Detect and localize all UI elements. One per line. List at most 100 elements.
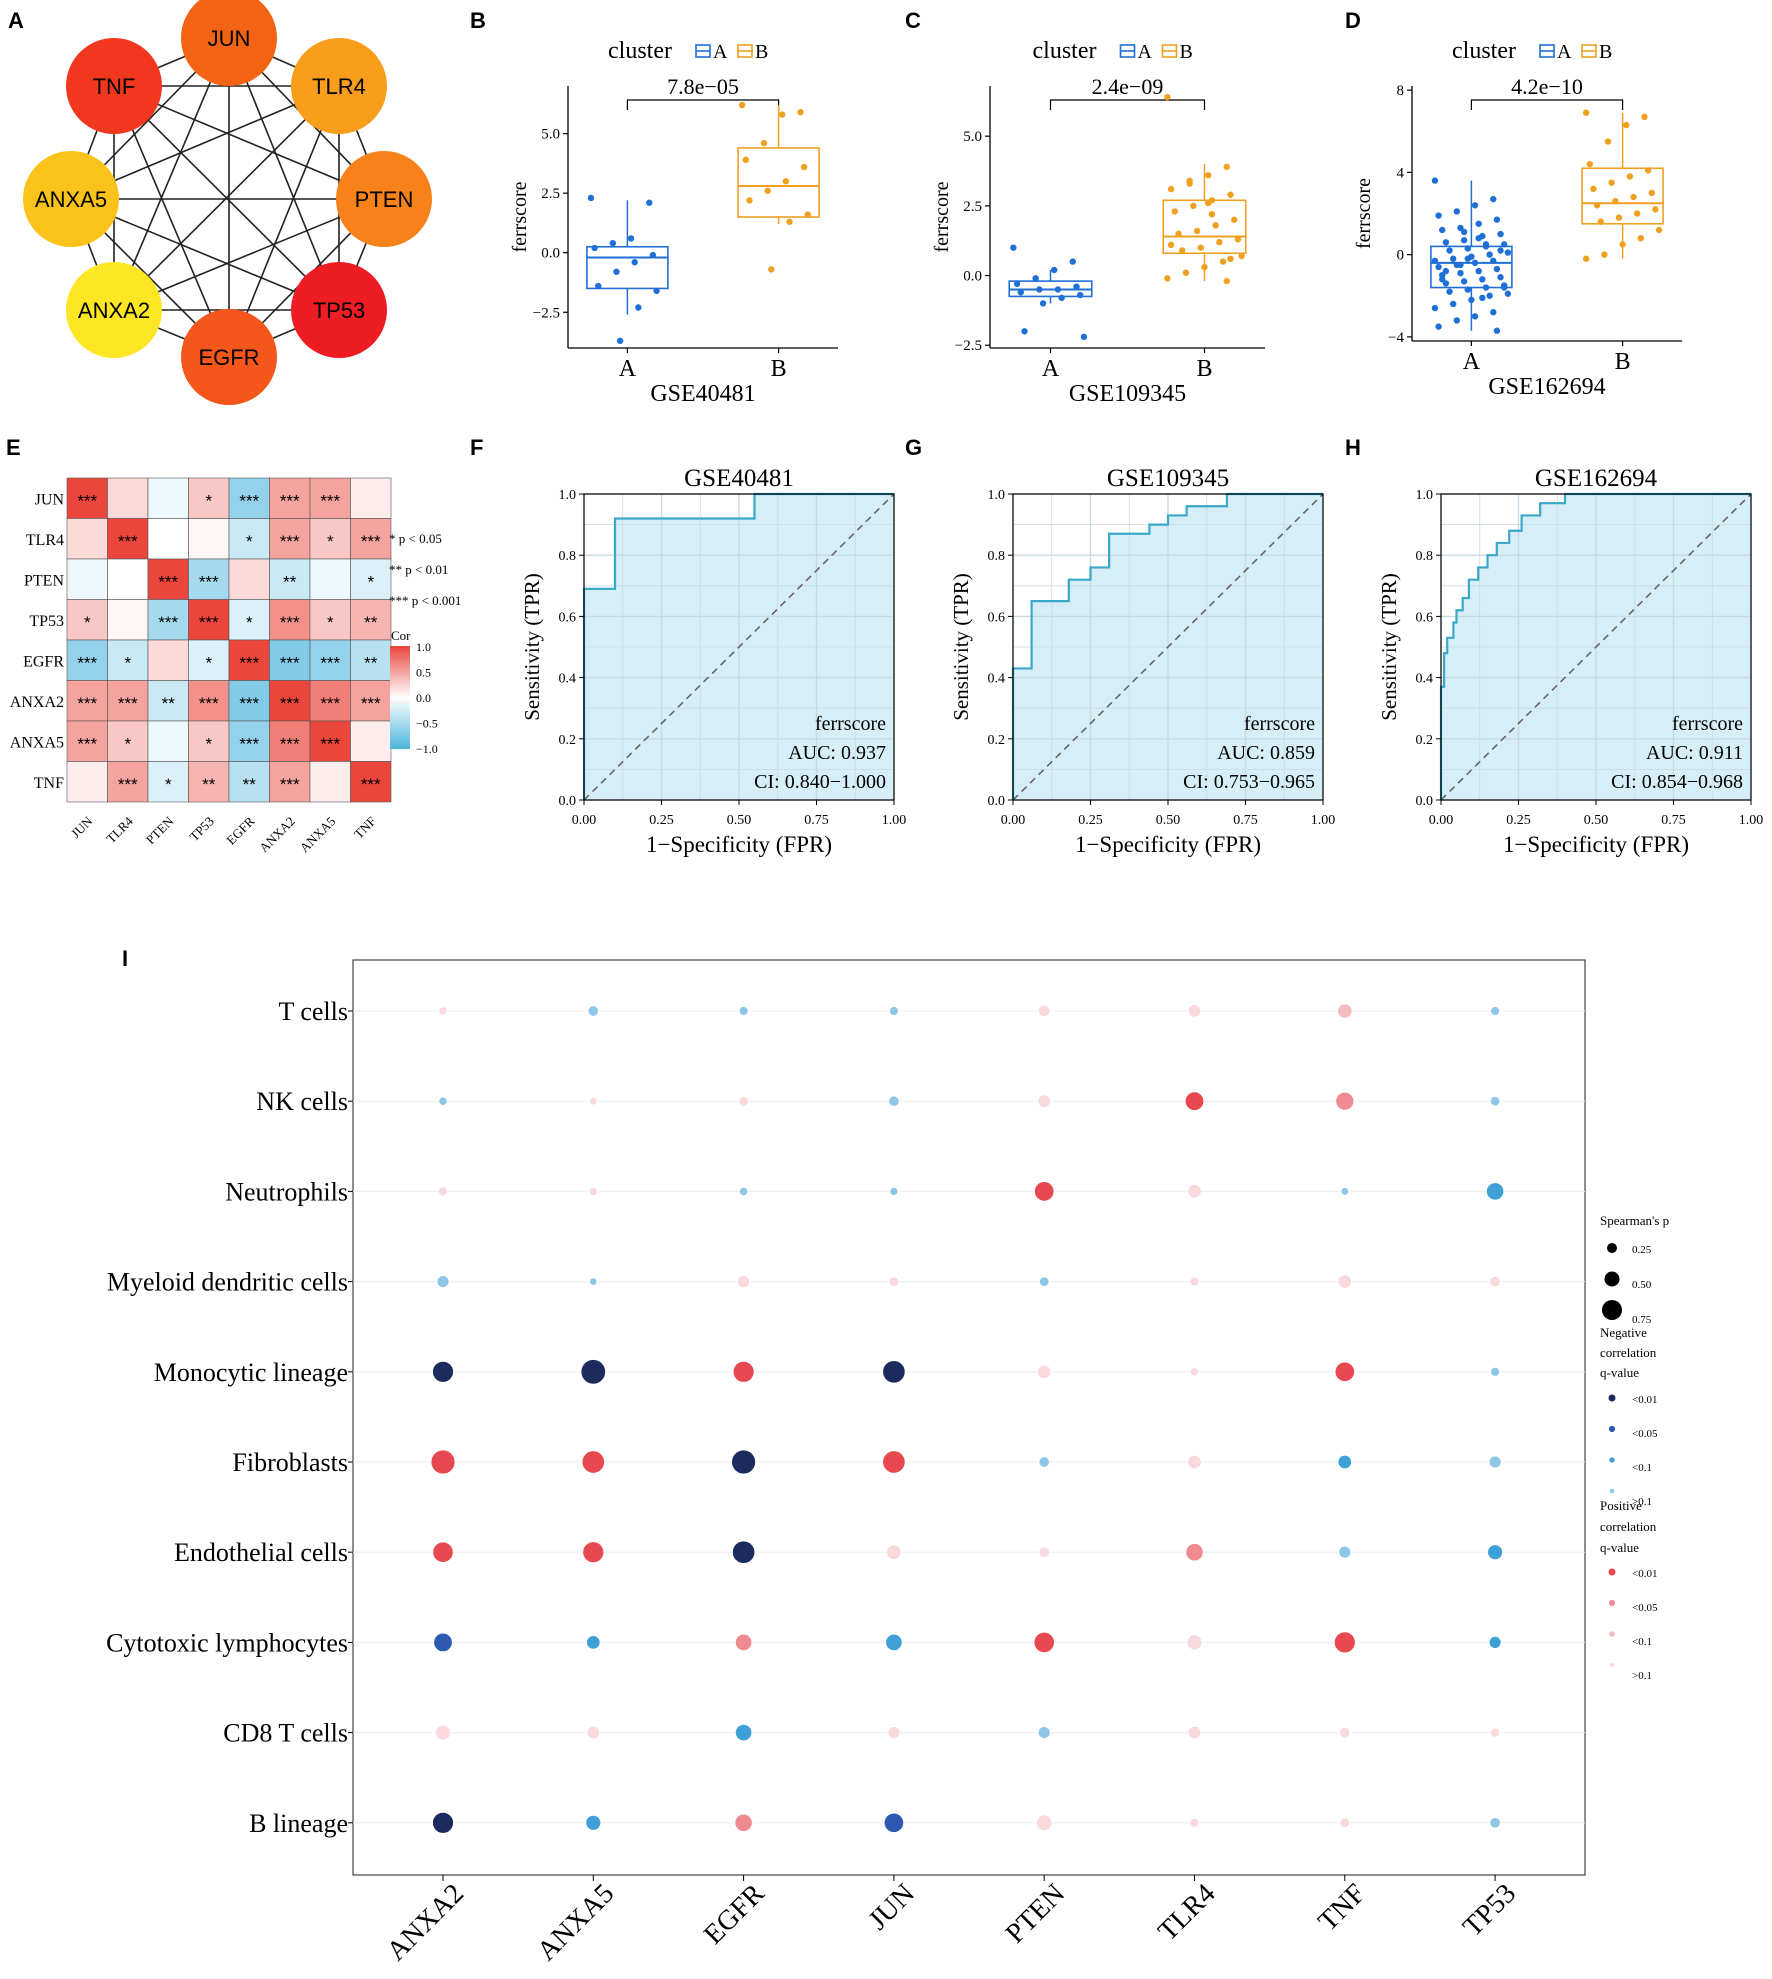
heatmap-cell xyxy=(188,639,230,681)
heatmap-cell xyxy=(66,639,108,681)
heatmap-star: *** xyxy=(361,694,381,713)
bubble-point xyxy=(1038,1004,1051,1018)
box-point xyxy=(1234,236,1242,243)
box-point xyxy=(587,194,595,202)
bubble-point xyxy=(435,1724,451,1741)
x-tick-label: 0.00 xyxy=(1001,813,1026,828)
box-point xyxy=(1193,227,1201,235)
network-edge xyxy=(113,85,230,358)
roc-legend-text: AUC: 0.937 xyxy=(788,742,886,764)
box-point xyxy=(1490,309,1497,316)
heatmap-star: ** xyxy=(162,694,176,713)
bubble-point xyxy=(1486,1182,1505,1201)
heatmap-star: *** xyxy=(361,532,381,551)
box-body xyxy=(737,147,820,218)
legend-size-title: Spearman's p xyxy=(1600,1213,1669,1228)
bubble-row-label: Fibroblasts xyxy=(232,1448,348,1477)
box-point xyxy=(1036,286,1043,293)
bubble-point xyxy=(882,1360,906,1384)
box-point xyxy=(1504,290,1512,297)
heatmap-star: * xyxy=(124,734,131,753)
heatmap-cell xyxy=(188,518,230,560)
box-point xyxy=(1479,294,1486,302)
heatmap-cell xyxy=(350,761,392,803)
bubble-point xyxy=(883,1812,905,1833)
heatmap-star: * xyxy=(367,572,374,591)
heatmap-star: *** xyxy=(118,532,138,551)
heatmap-cell xyxy=(147,639,189,681)
x-axis-title: GSE40481 xyxy=(650,381,755,407)
panel-label-f: F xyxy=(470,435,483,460)
roc-title: GSE109345 xyxy=(1107,465,1229,492)
box-point xyxy=(1475,220,1482,227)
heatmap-star: * xyxy=(246,532,253,551)
box-point xyxy=(1497,274,1504,281)
pvalue-label: 2.4e−09 xyxy=(1092,74,1164,99)
heatmap-star: * xyxy=(124,653,131,672)
box-point xyxy=(1032,275,1039,282)
bubble-col-label: EGFR xyxy=(698,1878,771,1951)
bubble-row-label: Monocytic lineage xyxy=(154,1358,348,1387)
x-tick-label: B xyxy=(1196,356,1212,382)
heatmap-star: *** xyxy=(77,491,97,510)
box-point xyxy=(1457,261,1464,269)
heatmap-col-label: TP53 xyxy=(186,814,217,845)
heatmap-cell xyxy=(269,761,311,803)
bubble-point xyxy=(1187,1184,1202,1199)
x-axis-title: GSE162694 xyxy=(1488,374,1605,400)
heatmap-star: *** xyxy=(77,734,97,753)
box-point xyxy=(1431,257,1439,264)
legend-entry: B xyxy=(755,41,768,63)
box-point xyxy=(768,266,775,273)
heatmap-cell xyxy=(107,720,149,762)
y-tick-label: 0.6 xyxy=(559,610,577,625)
box-point xyxy=(1227,191,1234,198)
panel-i-bubble: T cells NK cells Neutrophils Myeloid dendri… xyxy=(106,959,1669,1967)
box-body xyxy=(1581,167,1664,225)
bubble-point xyxy=(734,1633,753,1652)
heatmap-star: ** xyxy=(243,775,257,794)
bubble-row-label: B lineage xyxy=(249,1809,348,1838)
heatmap-cell xyxy=(147,477,189,519)
y-tick-label: −2.5 xyxy=(533,305,560,321)
heatmap-star: *** xyxy=(239,694,259,713)
box-point xyxy=(1435,263,1442,271)
panel-c-boxplot: −2.5 0.0 2.5 5.0 A B GSE109345 ferrscore cluster… xyxy=(931,38,1265,407)
panel-label-g: G xyxy=(905,435,922,460)
bubble-point xyxy=(589,1277,598,1286)
box-point xyxy=(1017,289,1024,296)
network-node-label: TP53 xyxy=(313,298,366,323)
x-tick-label: 0.25 xyxy=(649,813,674,828)
y-tick-label: 1.0 xyxy=(988,488,1006,503)
x-tick-label: B xyxy=(771,356,787,382)
y-tick-label: 0.8 xyxy=(988,549,1006,564)
heatmap-cell xyxy=(147,518,189,560)
bubble-frame xyxy=(352,959,1586,1876)
panel-f-roc: GSE40481 0.00 0.25 0.50 0.75 1.00 0.0 0.2 0.4 0.6… xyxy=(520,465,906,857)
network-edge xyxy=(70,85,340,200)
heatmap-cell xyxy=(309,558,351,600)
legend-entry: A xyxy=(1138,41,1153,63)
legend-neg-key xyxy=(1609,1488,1615,1494)
roc-legend-text: CI: 0.753−0.965 xyxy=(1183,771,1315,793)
box-point xyxy=(1453,208,1461,215)
y-tick-label: 0.2 xyxy=(1416,733,1434,748)
bubble-point xyxy=(882,1450,906,1474)
colorbar xyxy=(390,646,410,749)
box-point xyxy=(764,187,771,194)
box-point xyxy=(1431,177,1439,184)
box-point xyxy=(1471,313,1479,320)
x-tick-label: 0.75 xyxy=(804,813,829,828)
box-point xyxy=(800,163,808,171)
bubble-point xyxy=(589,1097,598,1106)
y-tick-label: 1.0 xyxy=(1416,488,1434,503)
heatmap-cell xyxy=(66,518,108,560)
heatmap-star: *** xyxy=(239,734,259,753)
heatmap-star: ** xyxy=(202,775,216,794)
roc-curve xyxy=(1439,492,1751,800)
box-point xyxy=(1582,109,1590,116)
x-tick-label: A xyxy=(619,356,637,382)
box-point xyxy=(1615,214,1623,221)
network-edge xyxy=(113,198,385,311)
heatmap-star: *** xyxy=(280,532,300,551)
